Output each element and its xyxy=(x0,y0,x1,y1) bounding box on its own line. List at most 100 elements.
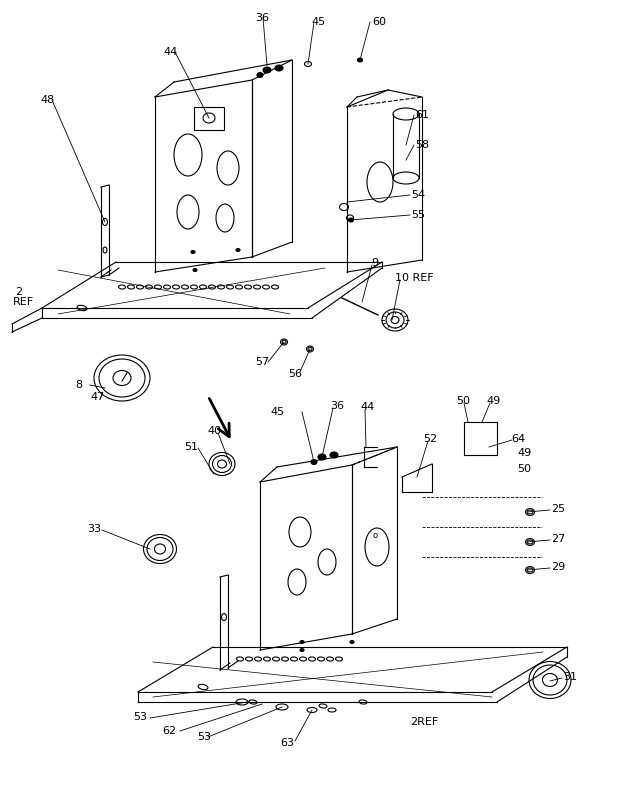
Ellipse shape xyxy=(526,539,534,546)
Ellipse shape xyxy=(193,268,197,272)
Text: 51: 51 xyxy=(184,442,198,452)
Ellipse shape xyxy=(245,657,252,661)
Ellipse shape xyxy=(254,285,261,289)
Ellipse shape xyxy=(350,641,354,643)
Text: 53: 53 xyxy=(197,732,211,742)
Ellipse shape xyxy=(300,649,304,651)
Ellipse shape xyxy=(237,657,244,661)
Text: 64: 64 xyxy=(511,434,525,444)
Ellipse shape xyxy=(172,285,179,289)
Text: 55: 55 xyxy=(411,210,425,220)
Ellipse shape xyxy=(311,459,317,464)
Ellipse shape xyxy=(103,247,107,253)
Ellipse shape xyxy=(227,285,233,289)
Text: 57: 57 xyxy=(255,357,269,367)
Ellipse shape xyxy=(136,285,143,289)
Ellipse shape xyxy=(236,248,240,252)
Ellipse shape xyxy=(318,549,336,575)
Ellipse shape xyxy=(275,65,283,71)
Ellipse shape xyxy=(155,544,165,554)
Text: 48: 48 xyxy=(40,95,54,105)
Ellipse shape xyxy=(213,455,232,472)
Ellipse shape xyxy=(264,657,271,661)
Ellipse shape xyxy=(526,566,534,574)
Ellipse shape xyxy=(393,172,419,184)
Ellipse shape xyxy=(309,657,316,661)
Text: REF: REF xyxy=(13,297,34,307)
Ellipse shape xyxy=(281,339,288,345)
Ellipse shape xyxy=(307,707,317,713)
Ellipse shape xyxy=(191,251,195,253)
Ellipse shape xyxy=(273,657,280,661)
Ellipse shape xyxy=(102,218,107,225)
Ellipse shape xyxy=(348,218,353,222)
Ellipse shape xyxy=(307,346,314,352)
Ellipse shape xyxy=(254,657,261,661)
Ellipse shape xyxy=(147,538,173,561)
Ellipse shape xyxy=(300,657,307,661)
Ellipse shape xyxy=(271,285,278,289)
Ellipse shape xyxy=(182,285,189,289)
Ellipse shape xyxy=(358,58,362,62)
Text: 63: 63 xyxy=(280,738,294,748)
Ellipse shape xyxy=(218,460,227,468)
Text: 56: 56 xyxy=(288,369,302,379)
Text: 62: 62 xyxy=(162,726,176,736)
Ellipse shape xyxy=(288,569,306,595)
Text: 29: 29 xyxy=(551,562,565,572)
Text: 36: 36 xyxy=(330,401,344,411)
Text: 60: 60 xyxy=(372,17,386,27)
Ellipse shape xyxy=(216,204,234,232)
Text: 36: 36 xyxy=(255,13,269,23)
Ellipse shape xyxy=(127,285,134,289)
Text: 47: 47 xyxy=(90,392,104,402)
Ellipse shape xyxy=(367,162,393,202)
Text: 2: 2 xyxy=(15,287,22,297)
Text: 2REF: 2REF xyxy=(410,717,439,727)
Ellipse shape xyxy=(319,704,327,708)
Ellipse shape xyxy=(339,204,348,210)
Text: 54: 54 xyxy=(411,190,425,200)
Text: 50: 50 xyxy=(517,464,531,474)
Ellipse shape xyxy=(113,371,131,385)
Ellipse shape xyxy=(146,285,153,289)
Ellipse shape xyxy=(163,285,170,289)
Ellipse shape xyxy=(177,195,199,229)
Ellipse shape xyxy=(199,285,206,289)
Ellipse shape xyxy=(174,134,202,176)
Ellipse shape xyxy=(263,67,271,73)
Ellipse shape xyxy=(527,510,533,514)
Ellipse shape xyxy=(262,285,269,289)
Ellipse shape xyxy=(290,657,297,661)
Text: 45: 45 xyxy=(271,407,285,417)
Text: 53: 53 xyxy=(133,712,147,722)
Ellipse shape xyxy=(533,665,567,695)
Text: o: o xyxy=(372,531,377,539)
Ellipse shape xyxy=(281,657,288,661)
Text: 58: 58 xyxy=(415,140,429,150)
Text: 9: 9 xyxy=(371,258,378,268)
Ellipse shape xyxy=(282,340,286,344)
Ellipse shape xyxy=(155,285,162,289)
Text: 44: 44 xyxy=(360,402,374,412)
Ellipse shape xyxy=(336,657,343,661)
Text: 44: 44 xyxy=(163,47,177,57)
Ellipse shape xyxy=(143,535,177,563)
Ellipse shape xyxy=(527,568,533,572)
Ellipse shape xyxy=(330,452,338,458)
Ellipse shape xyxy=(529,662,571,698)
Ellipse shape xyxy=(235,285,242,289)
Text: 25: 25 xyxy=(551,504,565,514)
Ellipse shape xyxy=(289,517,311,547)
Ellipse shape xyxy=(527,540,533,544)
Text: 40: 40 xyxy=(207,426,221,436)
Text: 45: 45 xyxy=(311,17,325,27)
Text: 49: 49 xyxy=(517,448,531,458)
Ellipse shape xyxy=(94,355,150,401)
Ellipse shape xyxy=(317,657,324,661)
Ellipse shape xyxy=(77,305,87,311)
Ellipse shape xyxy=(218,285,225,289)
Text: 33: 33 xyxy=(87,524,101,534)
Ellipse shape xyxy=(300,641,304,643)
Ellipse shape xyxy=(391,316,399,324)
